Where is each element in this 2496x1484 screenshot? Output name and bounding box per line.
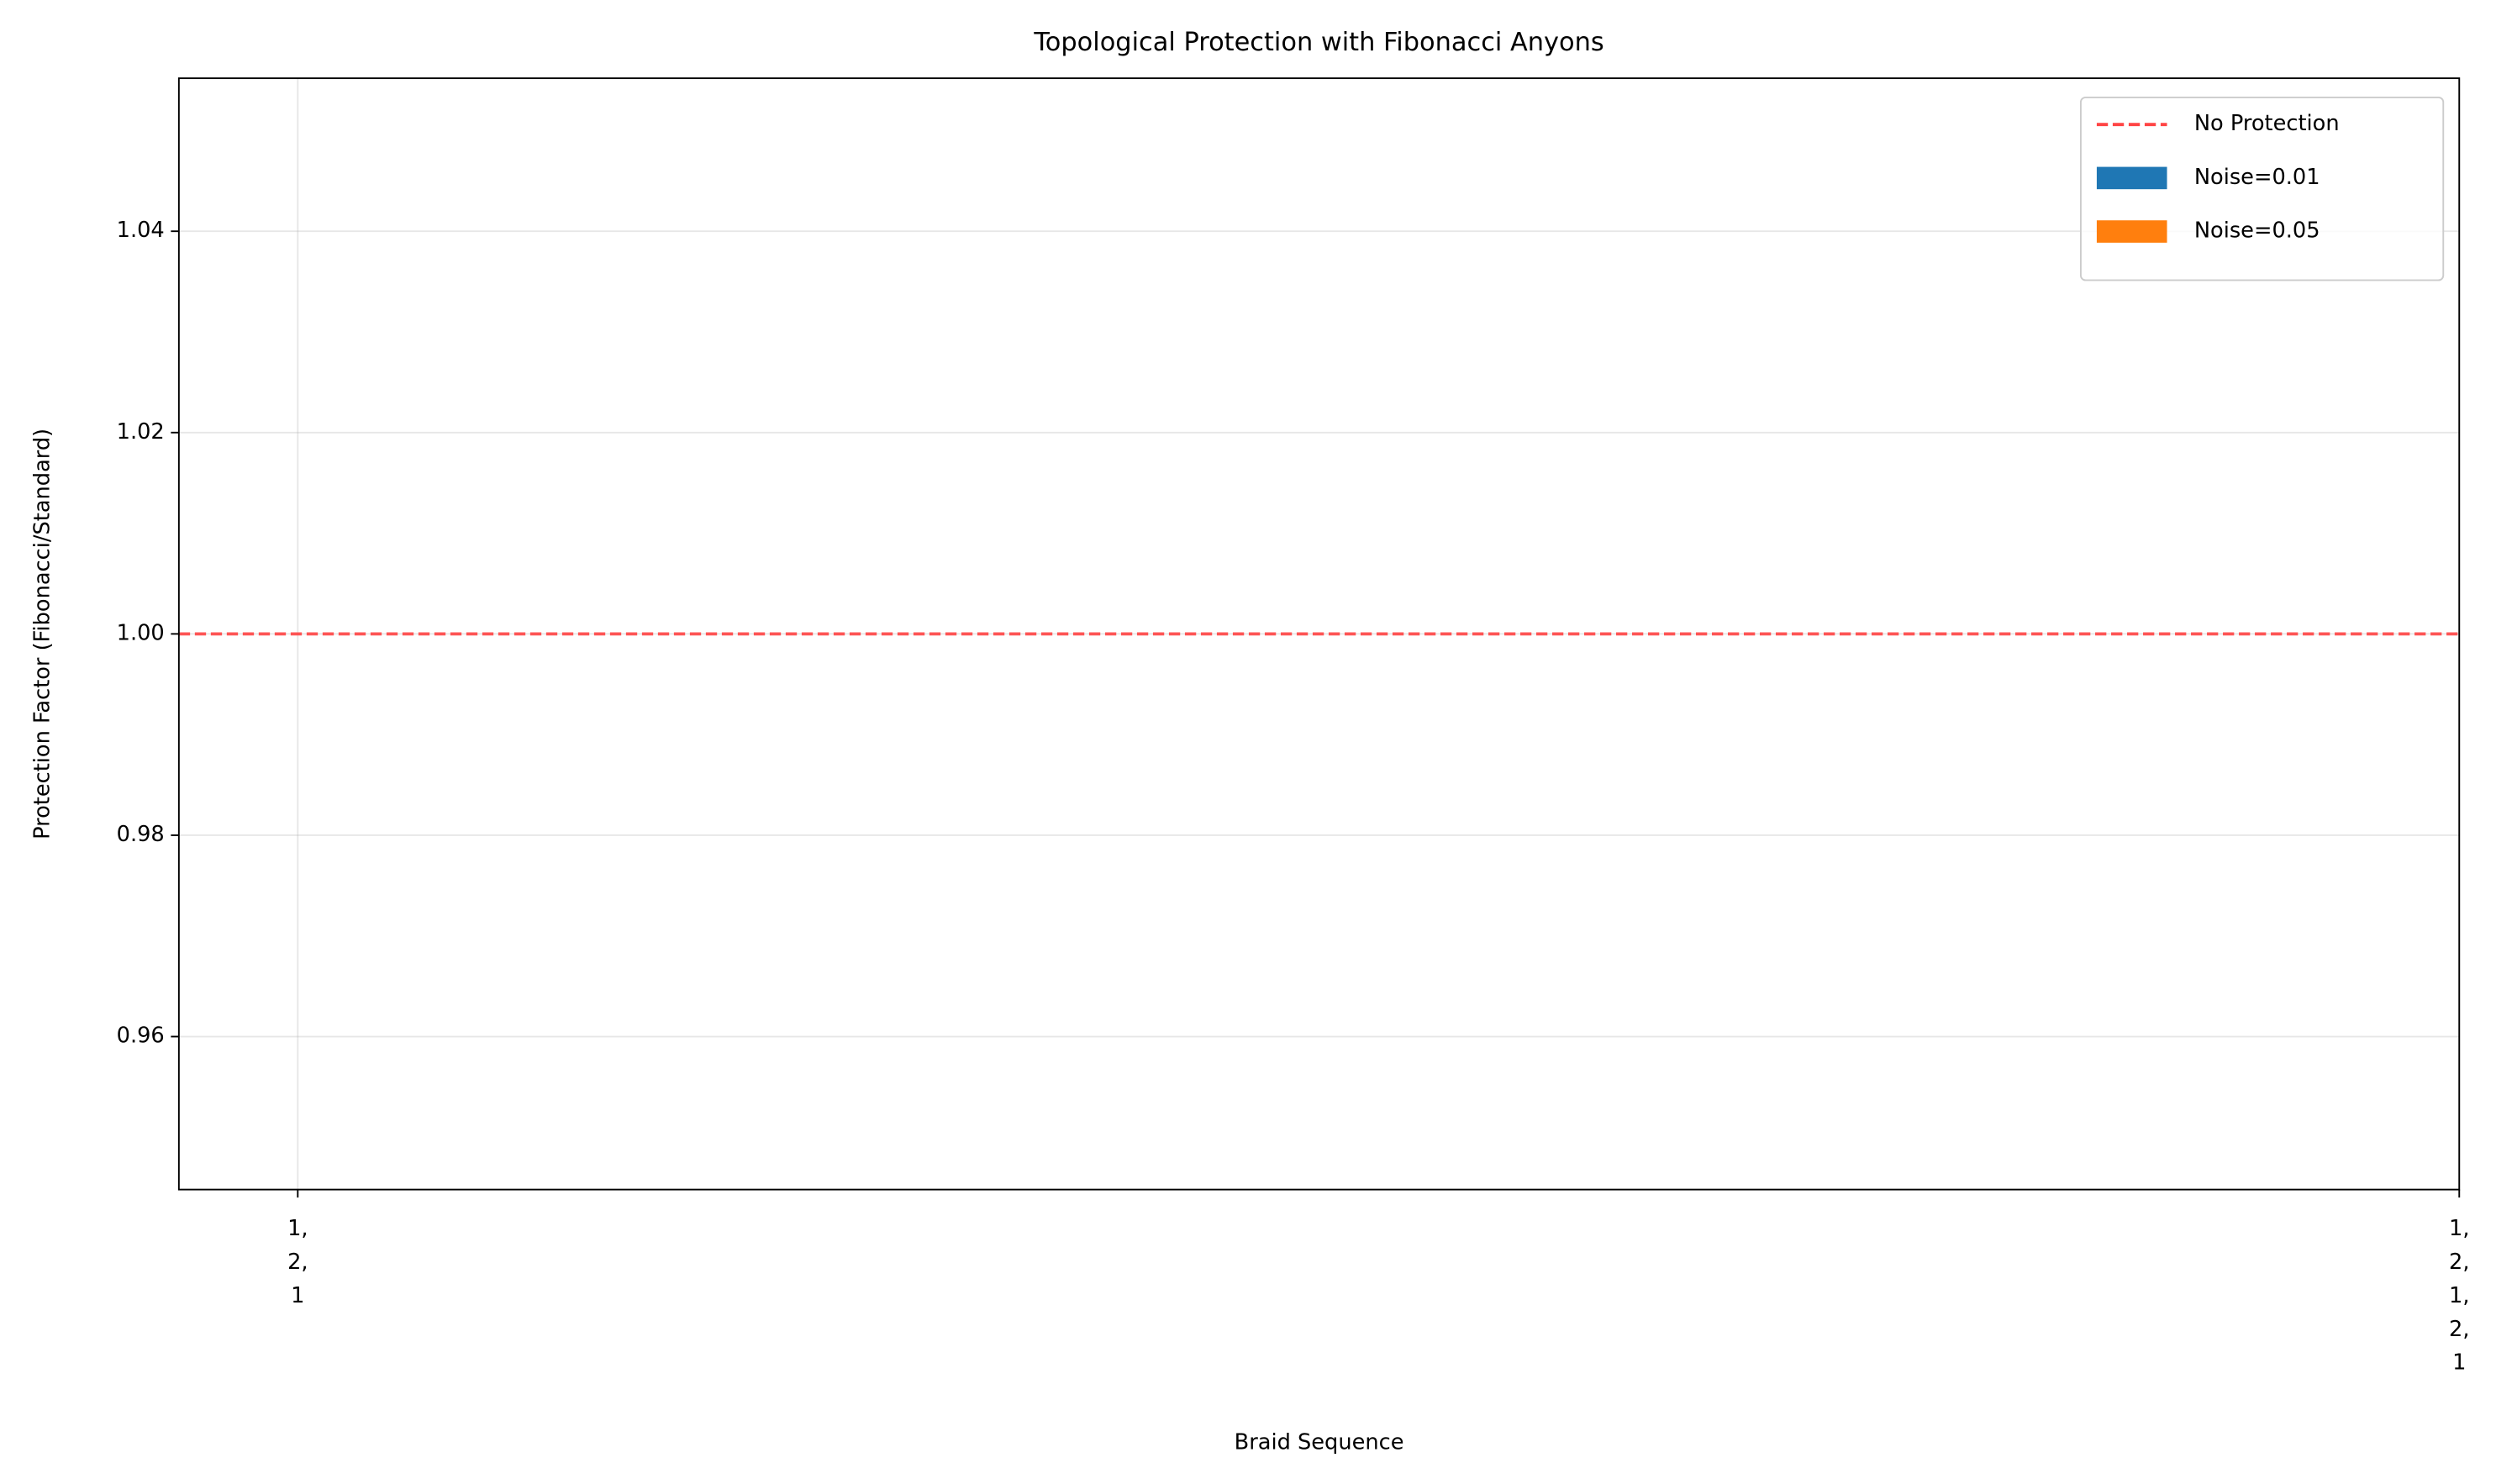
y-tick-label: 1.04 xyxy=(117,218,165,243)
x-tick-label-line: 1, xyxy=(287,1216,308,1241)
x-tick-label-line: 1 xyxy=(291,1283,304,1308)
x-tick-label: 1, 2, 1 xyxy=(287,1216,308,1308)
legend-box xyxy=(2079,96,2445,282)
y-tick-label: 1.02 xyxy=(117,419,165,445)
x-tick-label-line: 1, xyxy=(2449,1216,2469,1241)
y-axis-label: Protection Factor (Fibonacci/Standard) xyxy=(29,429,55,839)
chart-title: Topological Protection with Fibonacci An… xyxy=(1033,28,1603,57)
x-tick-label-line: 2, xyxy=(2449,1317,2469,1342)
y-tick-label: 1.00 xyxy=(117,620,165,645)
plot-frame xyxy=(177,77,2461,1191)
legend-label: Noise=0.01 xyxy=(2194,165,2320,190)
y-tick-label: 0.96 xyxy=(117,1024,165,1049)
legend-label: Noise=0.05 xyxy=(2194,218,2320,244)
legend-swatch xyxy=(2096,220,2167,243)
legend-swatch xyxy=(2096,166,2167,190)
y-tick-label: 0.98 xyxy=(117,822,165,847)
x-tick-label-line: 2, xyxy=(2449,1250,2469,1275)
x-axis-label: Braid Sequence xyxy=(1235,1430,1404,1455)
x-tick-label-line: 1, xyxy=(2449,1283,2469,1308)
x-tick-label-line: 1 xyxy=(2452,1350,2466,1376)
x-tick-label-line: 2, xyxy=(287,1250,308,1275)
x-tick-label: 1, 2, 1, 2, 1 xyxy=(2449,1216,2469,1376)
legend-label: No Protection xyxy=(2194,111,2340,136)
